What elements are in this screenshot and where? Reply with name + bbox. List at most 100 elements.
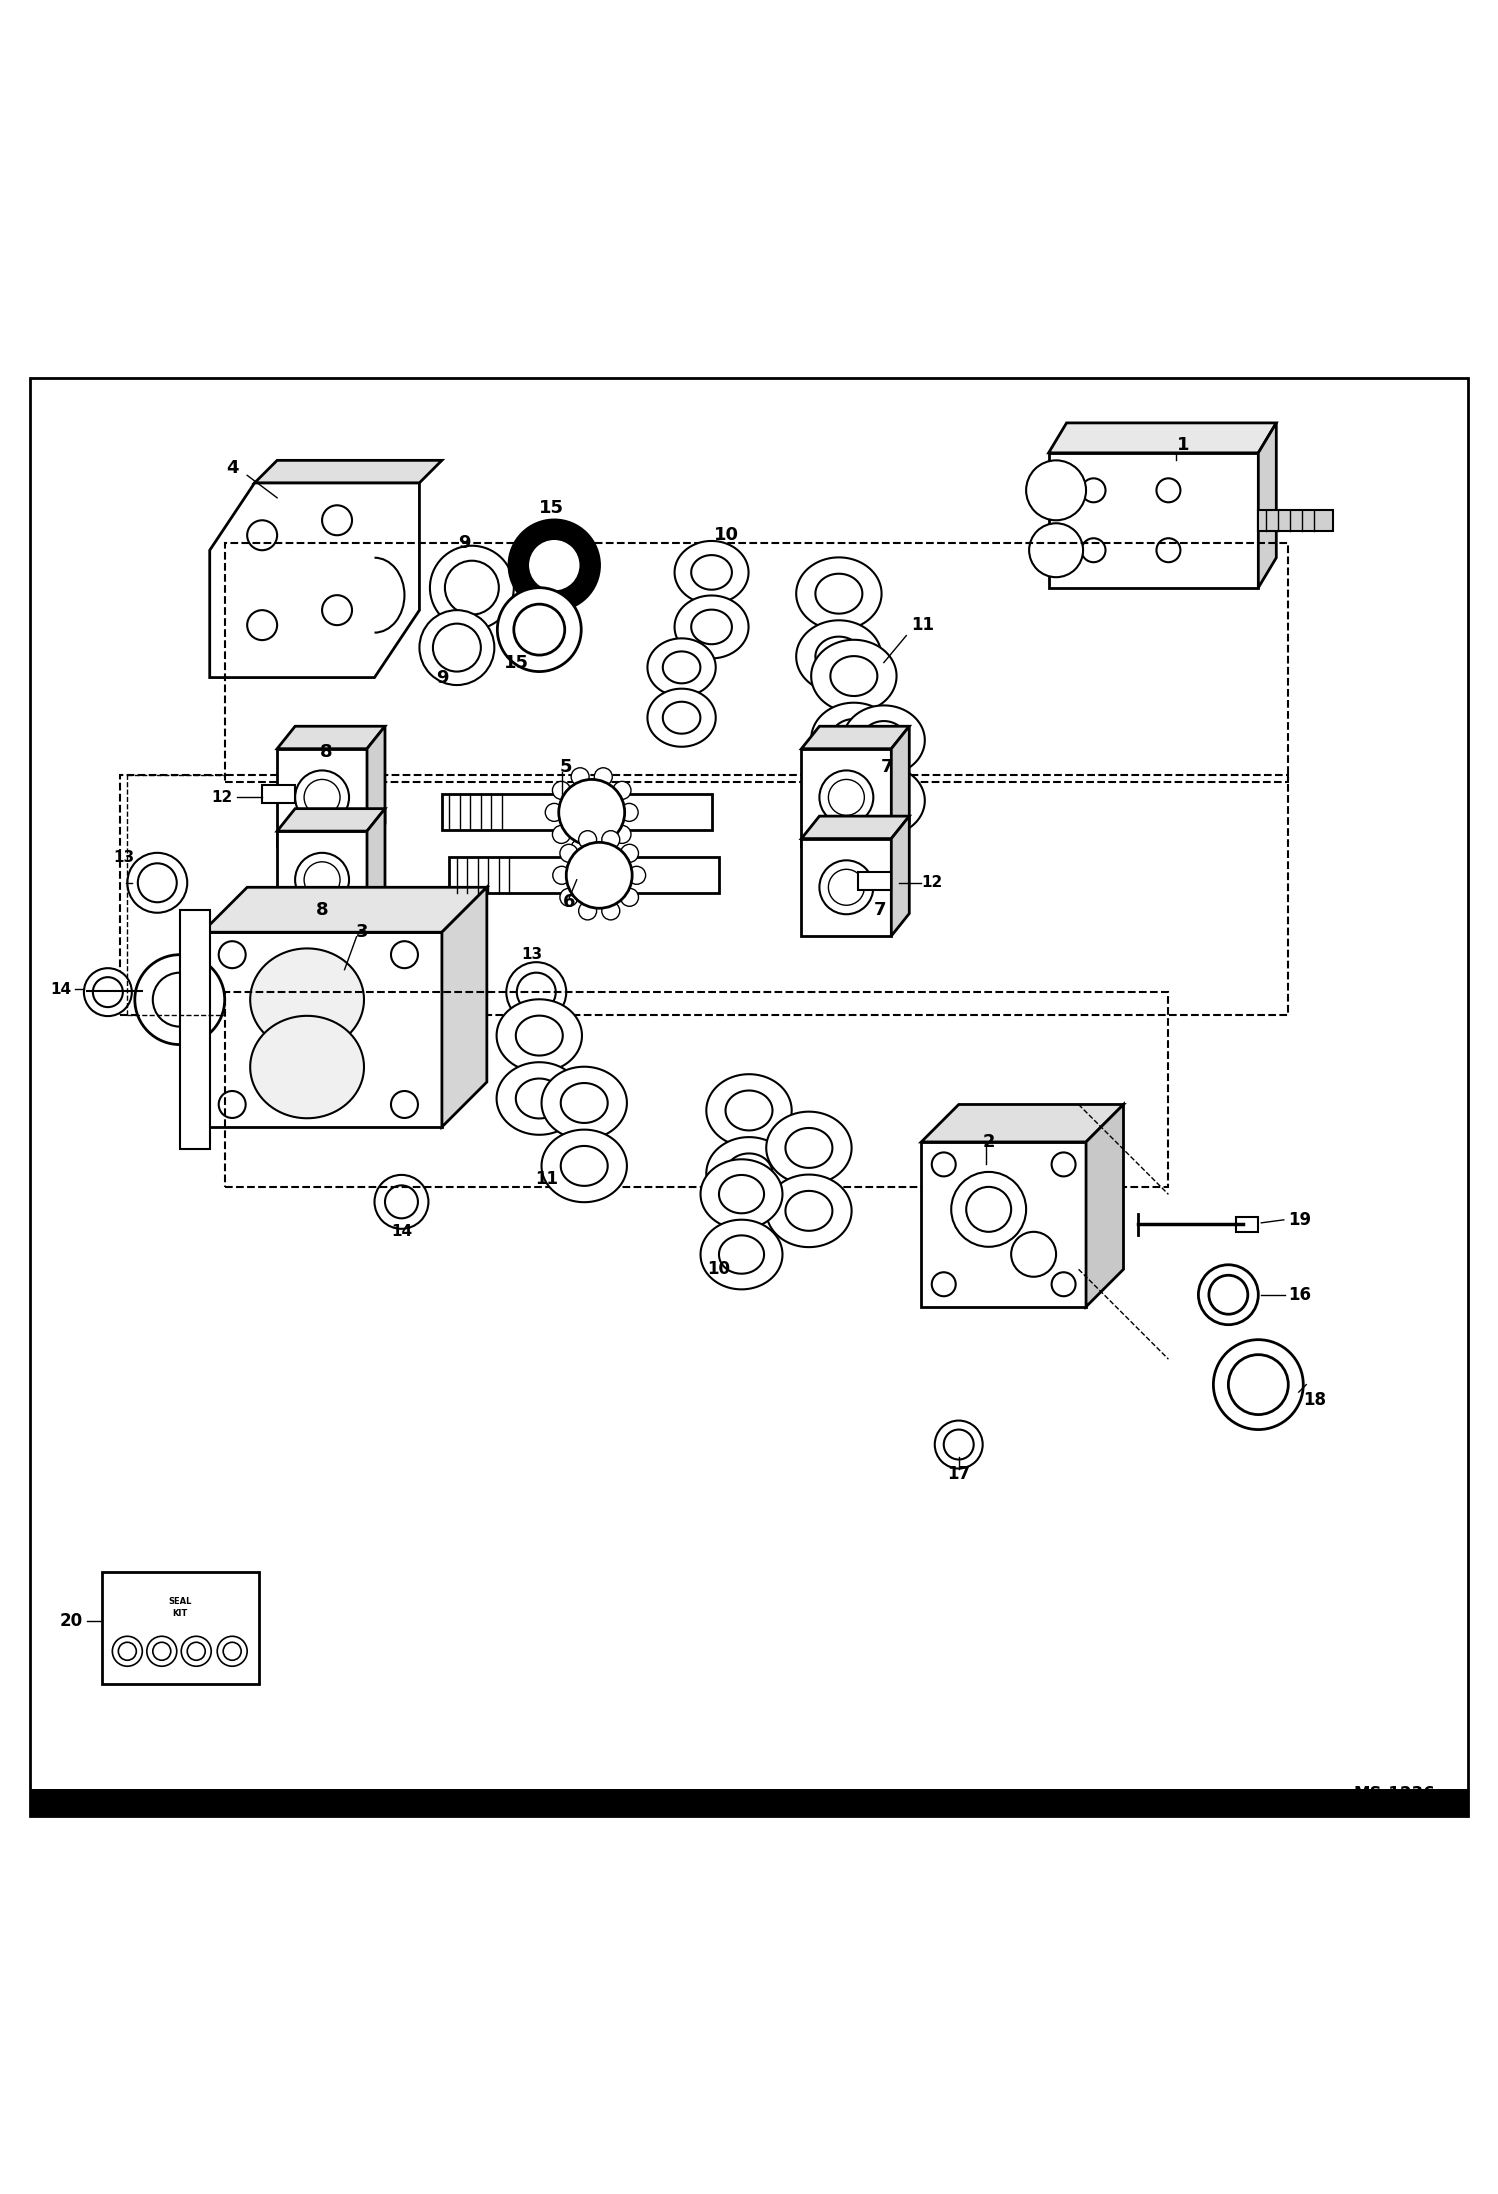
Polygon shape bbox=[921, 1141, 1086, 1308]
Bar bbox=[180, 911, 210, 1150]
Circle shape bbox=[553, 781, 571, 799]
Text: 20: 20 bbox=[60, 1613, 82, 1630]
Polygon shape bbox=[255, 461, 442, 483]
Circle shape bbox=[1052, 1152, 1076, 1176]
Circle shape bbox=[391, 941, 418, 968]
Polygon shape bbox=[767, 1112, 851, 1185]
Circle shape bbox=[112, 1637, 142, 1665]
Circle shape bbox=[560, 889, 578, 906]
Circle shape bbox=[304, 862, 340, 897]
Circle shape bbox=[1052, 1273, 1076, 1297]
Circle shape bbox=[1011, 1231, 1056, 1277]
Circle shape bbox=[553, 825, 571, 842]
Circle shape bbox=[430, 546, 514, 630]
Circle shape bbox=[944, 1430, 974, 1459]
Text: 11: 11 bbox=[535, 1169, 559, 1189]
Polygon shape bbox=[843, 706, 924, 774]
Polygon shape bbox=[797, 621, 881, 693]
Circle shape bbox=[506, 963, 566, 1022]
Circle shape bbox=[819, 770, 873, 825]
Circle shape bbox=[966, 1187, 1011, 1231]
Bar bbox=[225, 992, 1168, 1187]
Polygon shape bbox=[202, 886, 487, 932]
Polygon shape bbox=[647, 638, 716, 695]
Text: MS-1236: MS-1236 bbox=[1354, 1784, 1435, 1803]
Circle shape bbox=[138, 862, 177, 902]
Polygon shape bbox=[812, 702, 896, 774]
Circle shape bbox=[1198, 1264, 1258, 1325]
Bar bbox=[858, 873, 891, 891]
Text: 10: 10 bbox=[715, 527, 739, 544]
Circle shape bbox=[1029, 522, 1083, 577]
Circle shape bbox=[819, 860, 873, 915]
Text: 4: 4 bbox=[226, 459, 238, 476]
Polygon shape bbox=[701, 1158, 782, 1229]
Polygon shape bbox=[1086, 1104, 1124, 1308]
Bar bbox=[442, 794, 712, 829]
Circle shape bbox=[951, 1172, 1026, 1246]
Polygon shape bbox=[210, 483, 419, 678]
Text: 8: 8 bbox=[321, 744, 333, 761]
Polygon shape bbox=[250, 1016, 364, 1119]
Circle shape bbox=[322, 595, 352, 625]
Circle shape bbox=[1156, 478, 1180, 502]
Circle shape bbox=[219, 1090, 246, 1119]
Polygon shape bbox=[542, 1130, 626, 1202]
Polygon shape bbox=[701, 1220, 782, 1290]
Circle shape bbox=[385, 1185, 418, 1218]
Circle shape bbox=[127, 853, 187, 913]
Circle shape bbox=[84, 968, 132, 1016]
Text: 18: 18 bbox=[1303, 1391, 1326, 1409]
Polygon shape bbox=[662, 652, 701, 682]
Circle shape bbox=[595, 838, 613, 858]
Circle shape bbox=[517, 972, 556, 1011]
Polygon shape bbox=[691, 610, 733, 645]
Text: SEAL: SEAL bbox=[168, 1597, 192, 1606]
Polygon shape bbox=[861, 781, 906, 821]
Circle shape bbox=[153, 1643, 171, 1661]
Circle shape bbox=[118, 1643, 136, 1661]
Text: 1: 1 bbox=[1177, 437, 1189, 454]
Bar bbox=[449, 858, 719, 893]
Text: 14: 14 bbox=[51, 981, 72, 996]
Circle shape bbox=[445, 562, 499, 614]
Text: 17: 17 bbox=[947, 1466, 971, 1483]
Bar bbox=[277, 832, 367, 928]
Polygon shape bbox=[250, 948, 364, 1051]
Circle shape bbox=[578, 832, 596, 849]
Polygon shape bbox=[202, 932, 442, 1128]
Polygon shape bbox=[442, 886, 487, 1128]
Polygon shape bbox=[843, 766, 924, 836]
Circle shape bbox=[247, 610, 277, 641]
Text: 12: 12 bbox=[921, 875, 942, 891]
Text: 12: 12 bbox=[211, 790, 232, 805]
Bar bbox=[120, 774, 1288, 1014]
Circle shape bbox=[181, 1637, 211, 1665]
Circle shape bbox=[566, 842, 632, 908]
Polygon shape bbox=[1049, 452, 1258, 588]
Circle shape bbox=[553, 867, 571, 884]
Circle shape bbox=[135, 954, 225, 1044]
Polygon shape bbox=[560, 1084, 608, 1123]
Circle shape bbox=[613, 825, 631, 842]
Text: KIT: KIT bbox=[172, 1610, 187, 1619]
Circle shape bbox=[509, 520, 599, 610]
Polygon shape bbox=[785, 1191, 833, 1231]
Text: 7: 7 bbox=[873, 902, 885, 919]
Polygon shape bbox=[801, 726, 909, 748]
Circle shape bbox=[1082, 538, 1106, 562]
Circle shape bbox=[932, 1273, 956, 1297]
Polygon shape bbox=[891, 726, 909, 847]
Circle shape bbox=[545, 803, 563, 821]
Text: 11: 11 bbox=[911, 617, 933, 634]
Bar bbox=[801, 748, 891, 847]
Circle shape bbox=[935, 1420, 983, 1468]
Bar bbox=[225, 542, 1288, 783]
Circle shape bbox=[304, 779, 340, 816]
Circle shape bbox=[497, 588, 581, 671]
Circle shape bbox=[560, 845, 578, 862]
Polygon shape bbox=[725, 1154, 773, 1194]
Circle shape bbox=[1156, 538, 1180, 562]
Text: 6: 6 bbox=[563, 893, 575, 911]
Polygon shape bbox=[1049, 423, 1276, 452]
